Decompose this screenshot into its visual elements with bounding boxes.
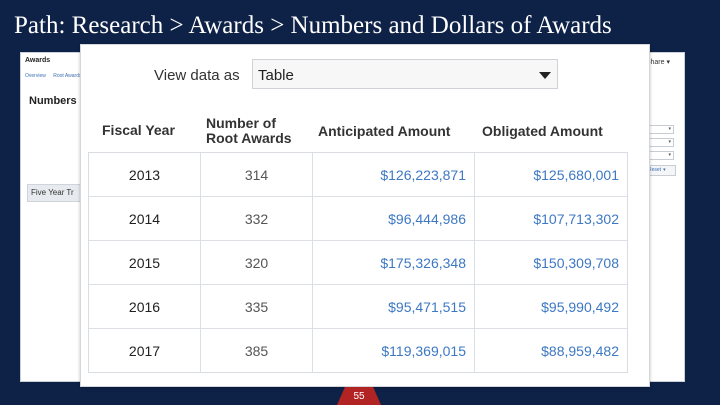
cell-fiscal-year: 2014 [89, 197, 201, 240]
view-data-selected-value: Table [258, 67, 294, 84]
nav-link-overview[interactable]: Overview [25, 73, 46, 79]
filter-select-3[interactable] [646, 151, 674, 160]
five-year-trend-button[interactable]: Five Year Tr [27, 184, 97, 202]
cell-anticipated-amount: $96,444,986 [313, 197, 475, 240]
view-data-label: View data as [154, 67, 240, 84]
cell-fiscal-year: 2016 [89, 285, 201, 328]
background-heading: Numbers [29, 95, 77, 107]
cell-fiscal-year: 2017 [89, 329, 201, 373]
column-header-anticipated-amount: Anticipated Amount [318, 123, 451, 139]
table-row: 2016 335 $95,471,515 $95,990,492 [89, 285, 627, 329]
cell-anticipated-amount: $95,471,515 [313, 285, 475, 328]
background-app-title: Awards [25, 57, 51, 64]
cell-obligated-amount: $150,309,708 [533, 254, 619, 271]
column-header-fiscal-year: Fiscal Year [102, 122, 175, 138]
table-row: 2015 320 $175,326,348 $150,309,708 [89, 241, 627, 285]
column-header-root-awards-line2: Root Awards [206, 130, 292, 146]
background-nav: Overview Root Awards [25, 73, 82, 79]
cell-root-awards: 335 [201, 285, 313, 328]
column-header-root-awards-line1: Number of [206, 115, 276, 131]
nav-link-root-awards[interactable]: Root Awards [53, 73, 82, 79]
cell-root-awards: 385 [201, 329, 313, 373]
share-dropdown[interactable]: Share [646, 58, 670, 66]
chevron-down-icon [539, 72, 551, 79]
cell-fiscal-year: 2015 [89, 241, 201, 284]
column-header-root-awards: Number of Root Awards [206, 116, 292, 146]
filter-select-2[interactable] [646, 138, 674, 147]
view-data-select[interactable]: Table [252, 59, 558, 89]
cell-obligated-amount: $107,713,302 [533, 210, 619, 227]
cell-obligated-amount: $125,680,001 [533, 166, 619, 183]
cell-anticipated-amount: $126,223,871 [313, 153, 475, 196]
slide-title: Path: Research > Awards > Numbers and Do… [14, 12, 612, 39]
page-number-badge: 55 [337, 387, 381, 405]
table-row: 2014 332 $96,444,986 $107,713,302 [89, 197, 627, 241]
zoomed-table-panel: View data as Table Fiscal Year Number of… [80, 44, 650, 387]
column-header-obligated-amount: Obligated Amount [482, 123, 603, 139]
filter-select-1[interactable] [646, 125, 674, 134]
cell-root-awards: 332 [201, 197, 313, 240]
cell-root-awards: 320 [201, 241, 313, 284]
cell-obligated-amount: $95,990,492 [541, 298, 619, 315]
awards-table: 2013 314 $126,223,871 $125,680,001 2014 … [88, 152, 628, 373]
cell-anticipated-amount: $119,369,015 [313, 329, 475, 373]
cell-root-awards: 314 [201, 153, 313, 196]
table-row: 2013 314 $126,223,871 $125,680,001 [89, 153, 627, 197]
cell-obligated-amount: $88,959,482 [541, 343, 619, 359]
table-row: 2017 385 $119,369,015 $88,959,482 [89, 329, 627, 373]
cell-anticipated-amount: $175,326,348 [313, 241, 475, 284]
cell-fiscal-year: 2013 [89, 153, 201, 196]
